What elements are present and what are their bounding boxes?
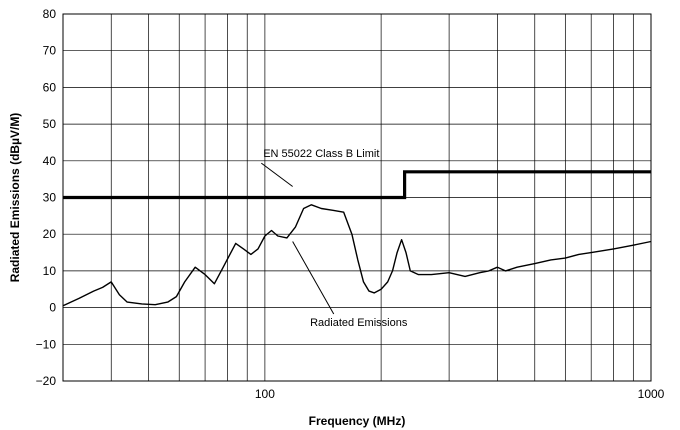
y-tick-label: 30 bbox=[43, 191, 57, 205]
emissions-line bbox=[62, 204, 652, 307]
y-tick-labels: −20 −10 0 10 20 30 40 50 60 70 80 bbox=[36, 7, 57, 388]
x-axis-label: Frequency (MHz) bbox=[309, 414, 406, 428]
y-axis-label: Radiated Emissions (dBµV/M) bbox=[8, 113, 22, 283]
emissions-annotation: Radiated Emissions bbox=[310, 317, 408, 329]
series-layer bbox=[62, 170, 652, 307]
x-tick-labels: 100 1000 bbox=[255, 387, 665, 401]
limit-line bbox=[63, 170, 651, 200]
limit-annotation: EN 55022 Class B Limit bbox=[263, 148, 379, 160]
annotations: EN 55022 Class B Limit Radiated Emissions bbox=[261, 148, 408, 329]
x-tick-label: 1000 bbox=[638, 387, 665, 401]
y-tick-label: 40 bbox=[43, 154, 57, 168]
x-tick-label: 100 bbox=[255, 387, 275, 401]
y-tick-label: 70 bbox=[43, 44, 57, 58]
y-tick-label: −10 bbox=[36, 337, 57, 351]
annotation-leader bbox=[261, 162, 293, 187]
y-tick-label: 60 bbox=[43, 80, 57, 94]
y-tick-label: 0 bbox=[49, 301, 56, 315]
annotation-leader bbox=[292, 241, 335, 315]
y-tick-label: 80 bbox=[43, 7, 57, 21]
y-tick-label: −20 bbox=[36, 374, 57, 388]
y-tick-label: 10 bbox=[43, 264, 57, 278]
y-tick-label: 20 bbox=[43, 227, 57, 241]
plot-frame bbox=[62, 13, 652, 382]
y-tick-label: 50 bbox=[43, 117, 57, 131]
